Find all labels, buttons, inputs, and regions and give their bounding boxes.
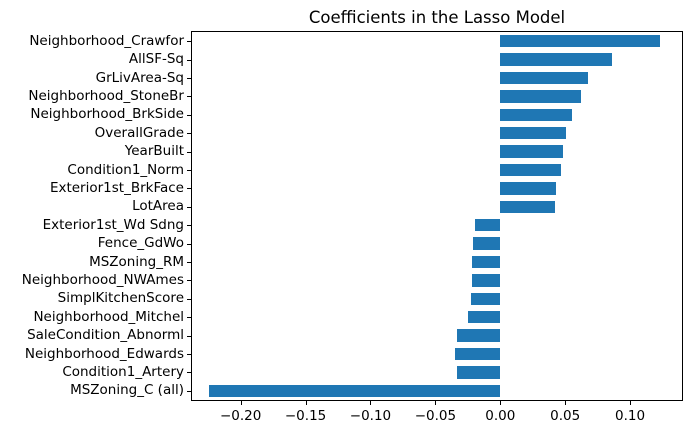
x-tick	[240, 401, 242, 405]
bar	[475, 218, 501, 232]
y-tick	[187, 41, 191, 43]
y-tick-label: Exterior1st_BrkFace	[49, 179, 184, 196]
bar	[500, 53, 612, 66]
y-tick	[187, 188, 191, 190]
x-tick	[370, 401, 372, 405]
y-tick-label: Exterior1st_Wd Sdng	[42, 216, 184, 233]
y-tick-label: Fence_GdWo	[97, 235, 184, 252]
y-tick	[187, 335, 191, 337]
chart-title: Coefficients in the Lasso Model	[308, 8, 566, 27]
y-tick-label: Neighborhood_StoneBr	[28, 87, 184, 104]
y-tick-label: Neighborhood_Mitchel	[33, 308, 184, 325]
bar	[500, 71, 588, 85]
y-tick	[187, 206, 191, 208]
y-tick	[187, 225, 191, 227]
bar	[500, 145, 564, 158]
x-tick-label: −0.15	[284, 408, 327, 424]
y-tick	[187, 298, 191, 300]
y-tick	[187, 133, 191, 135]
y-tick-label: Condition1_Artery	[62, 363, 184, 380]
y-tick-label: GrLivArea-Sq	[95, 69, 184, 86]
x-tick-label: 0.00	[485, 408, 516, 424]
x-tick	[435, 401, 437, 405]
y-tick	[187, 243, 191, 245]
x-tick-label: −0.05	[414, 408, 457, 424]
bar	[472, 255, 501, 269]
y-tick	[187, 390, 191, 392]
y-tick	[187, 59, 191, 61]
bar	[500, 163, 561, 177]
bar	[455, 347, 501, 361]
x-tick	[305, 401, 307, 405]
y-tick-label: Neighborhood_Crawfor	[29, 32, 184, 49]
y-tick	[187, 372, 191, 374]
bar	[500, 108, 573, 122]
y-tick-label: Neighborhood_NWAmes	[21, 271, 184, 288]
bar	[500, 182, 556, 195]
bar	[457, 366, 501, 379]
x-tick-label: 0.05	[550, 408, 581, 424]
y-tick	[187, 280, 191, 282]
y-tick	[187, 317, 191, 319]
y-tick-label: YearBuilt	[124, 143, 184, 160]
x-tick-label: 0.10	[615, 408, 646, 424]
y-tick-label: MSZoning_C (all)	[70, 382, 184, 399]
y-tick-label: SaleCondition_Abnorml	[27, 327, 184, 344]
x-tick-label: −0.10	[349, 408, 392, 424]
y-tick-label: Neighborhood_Edwards	[24, 345, 184, 362]
bar	[456, 329, 501, 342]
y-tick-label: LotArea	[132, 198, 184, 215]
bar	[472, 274, 501, 287]
y-tick	[187, 96, 191, 98]
y-tick-label: SimplKitchenScore	[57, 290, 184, 307]
y-tick-label: OverallGrade	[94, 124, 184, 141]
y-tick-label: MSZoning_RM	[89, 253, 184, 270]
y-tick-label: AllSF-Sq	[128, 51, 184, 68]
plot-area	[191, 31, 683, 401]
bar	[500, 200, 556, 214]
x-tick-label: −0.20	[219, 408, 262, 424]
bar	[468, 310, 501, 324]
y-tick-label: Condition1_Norm	[67, 161, 184, 178]
y-tick	[187, 170, 191, 171]
y-tick	[187, 78, 191, 79]
y-tick	[187, 354, 191, 355]
bar	[473, 237, 501, 250]
x-tick	[630, 401, 632, 405]
bar	[500, 90, 582, 103]
y-tick	[187, 114, 191, 116]
bar	[500, 34, 660, 48]
y-tick-label: Neighborhood_BrkSide	[30, 106, 184, 123]
bar	[500, 126, 566, 140]
x-tick	[500, 401, 502, 405]
bar	[208, 384, 501, 398]
bar	[471, 292, 501, 306]
y-tick	[187, 151, 191, 153]
y-tick	[187, 262, 191, 263]
x-tick	[565, 401, 567, 405]
